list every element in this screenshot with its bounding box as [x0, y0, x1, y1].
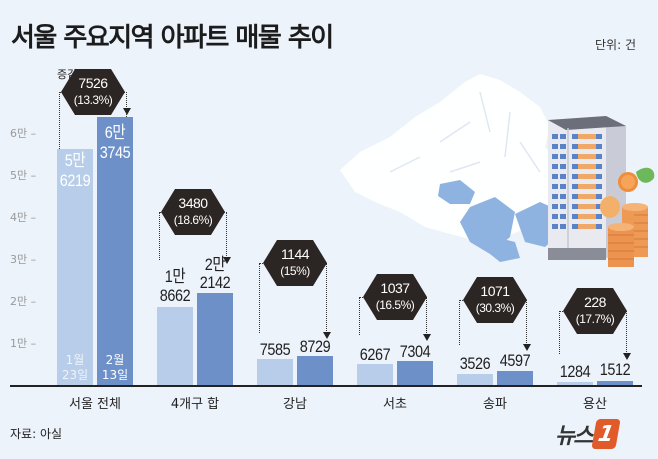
coin-stack-icon [600, 167, 655, 267]
bar-feb [97, 117, 133, 385]
category-label: 4개구 합 [170, 397, 220, 412]
bar-feb-value-1: 2만 [204, 255, 226, 274]
arrow-down-icon [523, 344, 531, 351]
logo-mark-icon: 1 [591, 419, 622, 449]
bar-jan-value: 6267 [359, 345, 391, 364]
bar-jan-value: 7585 [259, 340, 291, 359]
bar-jan [557, 382, 593, 385]
arrow-down-icon [223, 257, 231, 264]
arrow-down-icon [123, 108, 131, 115]
bar-feb-value: 1512 [599, 360, 631, 379]
y-tick-10000: 1만 – [10, 337, 37, 350]
chart-title: 서울 주요지역 아파트 매물 추이 [11, 23, 334, 53]
arrow-down-icon [623, 353, 631, 360]
bar-jan-value-1: 5만 [64, 151, 86, 170]
change-value: 7526 [78, 75, 108, 91]
x-axis-baseline [10, 385, 642, 387]
bar-jan [57, 149, 93, 385]
seoul-map-icon [340, 74, 565, 262]
category-label: 용산 [583, 397, 607, 412]
bar-jan [257, 359, 293, 385]
change-hexagon: 7526 (13.3%) [61, 69, 125, 115]
bar-feb [197, 293, 233, 385]
bar-feb [297, 356, 333, 385]
change-hexagon: 3480 (18.6%) [161, 189, 225, 235]
bar-feb-value: 7304 [399, 342, 431, 361]
unit-label: 단위: 건 [595, 38, 636, 52]
change-pct: (18.6%) [173, 213, 213, 227]
change-hexagon: 1037 (16.5%) [363, 274, 427, 320]
bar-jan-value: 3526 [459, 354, 491, 373]
y-tick-20000: 2만 – [10, 295, 37, 308]
bar-feb-value-1: 6만 [104, 123, 126, 142]
category-label: 송파 [483, 397, 507, 412]
date-label-jan-1: 1월 [65, 353, 85, 367]
y-tick-30000: 3만 – [10, 253, 37, 266]
bar-jan [457, 374, 493, 385]
logo-text: 뉴스 [555, 424, 594, 449]
arrow-down-icon [423, 334, 431, 341]
change-value: 1037 [380, 280, 410, 296]
apartment-building-icon [548, 116, 626, 260]
bar-jan [157, 307, 193, 385]
change-value: 1144 [280, 246, 310, 262]
change-value: 228 [584, 294, 606, 310]
change-value: 1071 [480, 283, 510, 299]
date-label-jan-2: 23일 [61, 368, 89, 382]
change-hexagon: 228 (17.7%) [563, 288, 627, 334]
bar-feb-value-2: 2142 [199, 273, 231, 292]
seoul-map-building-illustration [330, 62, 658, 267]
change-pct: (16.5%) [375, 298, 415, 312]
bar-feb [497, 371, 533, 385]
bar-jan [357, 364, 393, 385]
change-pct: (13.3%) [73, 93, 113, 107]
change-hexagon: 1071 (30.3%) [463, 277, 527, 323]
bar-jan-value-2: 6219 [59, 171, 91, 190]
source-label: 자료: 아실 [10, 427, 63, 441]
date-label-feb-2: 13일 [101, 368, 129, 382]
category-label: 서초 [383, 397, 407, 412]
bar-jan-value: 1284 [559, 362, 591, 381]
change-hexagon: 1144 (15%) [263, 240, 327, 286]
arrow-down-icon [323, 332, 331, 339]
change-pct: (17.7%) [575, 312, 615, 326]
news1-logo: 뉴스 1 [555, 416, 622, 452]
bar-jan-value-2: 8662 [159, 286, 191, 305]
bar-feb-value: 8729 [299, 337, 331, 356]
bar-jan-value-1: 1만 [164, 267, 186, 286]
change-pct: (15%) [280, 264, 310, 278]
y-tick-60000: 6만 – [10, 127, 37, 140]
bar-feb-value: 4597 [499, 351, 531, 370]
date-label-feb-1: 2월 [105, 353, 125, 367]
y-tick-40000: 4만 – [10, 211, 37, 224]
bar-feb [597, 381, 633, 385]
y-tick-50000: 5만 – [10, 169, 37, 182]
category-label: 강남 [283, 397, 307, 412]
bar-feb [397, 361, 433, 385]
category-label: 서울 전체 [69, 397, 121, 412]
change-pct: (30.3%) [475, 301, 515, 315]
change-value: 3480 [178, 195, 208, 211]
bar-feb-value-2: 3745 [99, 143, 131, 162]
